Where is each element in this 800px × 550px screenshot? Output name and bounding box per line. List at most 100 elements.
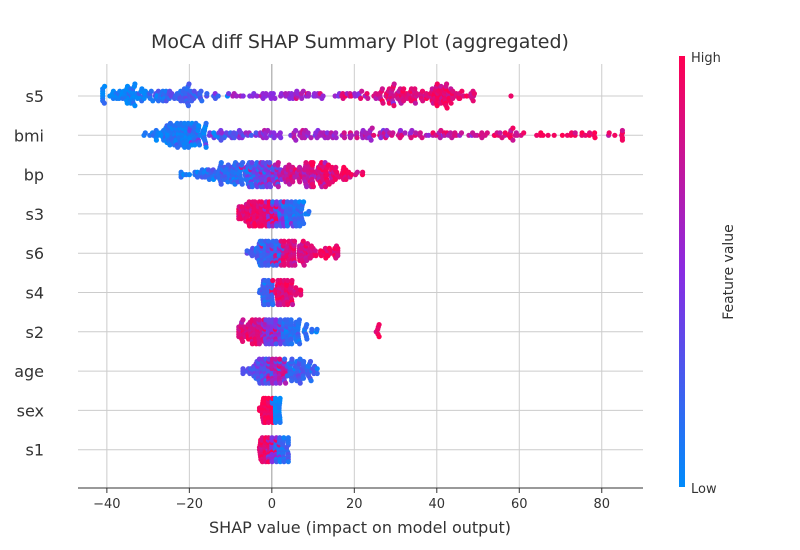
- shap-point-bp: [332, 176, 338, 182]
- shap-point-bp: [218, 160, 224, 166]
- shap-point-s2: [273, 341, 279, 347]
- shap-point-bp: [267, 184, 274, 190]
- shap-point-bmi: [271, 130, 277, 136]
- shap-point-s2: [376, 322, 382, 328]
- x-tick-label: 0: [268, 497, 276, 512]
- colorbar-high-label: High: [691, 51, 721, 66]
- shap-point-bp: [333, 164, 339, 170]
- shap-point-s2: [256, 317, 262, 323]
- shap-point-bmi: [417, 130, 423, 136]
- axis-layer: −40 −20 0 20 40 60 80 s5 bmi bp s3 s6 s4 s2 age sex s1: [14, 87, 643, 512]
- shap-point-s5: [391, 103, 397, 109]
- shap-point-s2: [240, 338, 246, 344]
- shap-point-bmi: [203, 120, 209, 126]
- shap-point-s5: [270, 91, 276, 97]
- x-tick-label: 40: [429, 497, 446, 512]
- colorbar-low-label: Low: [691, 482, 717, 497]
- shap-point-bmi: [369, 125, 375, 131]
- shap-point-s4: [265, 301, 272, 308]
- shap-point-s5: [471, 91, 477, 97]
- shap-point-s5: [204, 91, 210, 97]
- grid-layer: [78, 64, 643, 488]
- shap-point-bmi: [348, 132, 355, 138]
- shap-point-age: [289, 378, 295, 384]
- shap-point-bp: [249, 184, 255, 190]
- shap-point-age: [314, 366, 320, 372]
- shap-point-s5: [420, 98, 426, 104]
- shap-point-bmi: [409, 127, 415, 134]
- feature-label-sex: sex: [17, 401, 44, 420]
- shap-point-bmi: [305, 130, 311, 136]
- shap-point-s4: [270, 301, 276, 308]
- shap-point-bmi: [413, 130, 419, 136]
- shap-point-bp: [240, 160, 246, 166]
- shap-point-s6: [300, 238, 306, 244]
- shap-point-s5: [459, 88, 465, 94]
- shap-point-bmi: [484, 130, 490, 136]
- shap-point-s6: [265, 238, 271, 244]
- shap-point-bmi: [278, 135, 284, 141]
- shap-point-s3: [306, 208, 312, 215]
- shap-point-s2: [314, 326, 320, 332]
- shap-point-s1: [281, 459, 287, 465]
- shap-point-age: [301, 358, 307, 365]
- shap-point-s2: [277, 317, 283, 323]
- shap-point-s3: [301, 199, 307, 205]
- shap-point-s5: [185, 103, 191, 109]
- shap-point-bmi: [371, 132, 377, 138]
- shap-point-s2: [376, 334, 382, 340]
- shap-point-bmi: [142, 130, 148, 136]
- shap-point-s2: [256, 341, 262, 347]
- shap-point-s5: [365, 95, 371, 101]
- shap-point-s2: [296, 317, 302, 323]
- shap-point-s5: [364, 91, 370, 97]
- shap-point-s5: [254, 93, 260, 99]
- shap-point-bmi: [341, 130, 347, 136]
- shap-point-s5: [401, 86, 407, 92]
- feature-label-bmi: bmi: [14, 126, 44, 145]
- shap-point-s5: [272, 95, 278, 101]
- shap-point-bmi: [534, 132, 540, 138]
- feature-label-s2: s2: [25, 323, 44, 342]
- shap-point-bmi: [248, 132, 254, 138]
- shap-point-bmi: [277, 130, 283, 136]
- colorbar: [679, 56, 685, 487]
- shap-point-sex: [266, 395, 272, 401]
- shap-point-bmi: [402, 130, 408, 136]
- shap-point-bmi: [153, 137, 159, 143]
- shap-point-s6: [273, 238, 279, 244]
- feature-label-s6: s6: [25, 244, 44, 263]
- shap-point-bmi: [447, 130, 454, 136]
- shap-point-s6: [313, 253, 319, 259]
- shap-point-s5: [141, 95, 147, 101]
- x-tick-label: 80: [593, 497, 610, 512]
- shap-point-s5: [155, 98, 162, 104]
- shap-point-s6: [292, 262, 298, 268]
- shap-point-bp: [304, 184, 310, 190]
- shap-point-bmi: [333, 130, 339, 136]
- shap-point-s5: [434, 103, 440, 109]
- shap-point-bmi: [521, 130, 527, 136]
- shap-point-bp: [218, 181, 224, 187]
- shap-point-bmi: [167, 120, 173, 126]
- shap-point-s5: [300, 88, 306, 94]
- shap-point-s5: [148, 88, 154, 94]
- shap-point-s5: [434, 81, 440, 87]
- chart-title: MoCA diff SHAP Summary Plot (aggregated): [151, 31, 569, 53]
- shap-point-s2: [289, 341, 295, 347]
- shap-point-sex: [273, 395, 279, 401]
- shap-point-bmi: [368, 137, 374, 143]
- shap-point-s5: [132, 81, 138, 87]
- shap-point-bmi: [354, 135, 360, 141]
- shap-point-s5: [226, 91, 232, 97]
- shap-point-s5: [414, 91, 420, 97]
- shap-point-bp: [334, 169, 340, 175]
- shap-point-bmi: [390, 130, 396, 136]
- shap-point-bp: [267, 160, 273, 166]
- shap-point-s6: [312, 248, 318, 254]
- shap-point-bp: [360, 169, 366, 175]
- shap-point-s4: [284, 277, 291, 284]
- x-axis-label: SHAP value (impact on model output): [209, 518, 511, 537]
- feature-label-bp: bp: [24, 166, 44, 185]
- shap-point-s5: [288, 91, 295, 97]
